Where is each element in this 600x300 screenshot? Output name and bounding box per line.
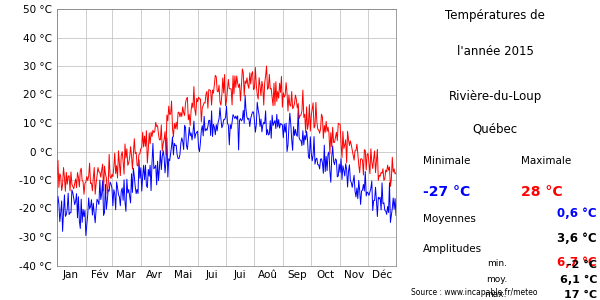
Text: 6,1 °C: 6,1 °C <box>560 275 597 285</box>
Text: Source : www.incapable.fr/meteo: Source : www.incapable.fr/meteo <box>411 288 538 297</box>
Text: l'année 2015: l'année 2015 <box>457 45 533 58</box>
Text: 0,6 °C: 0,6 °C <box>557 207 597 220</box>
Text: 28 °C: 28 °C <box>521 184 562 199</box>
Text: -27 °C: -27 °C <box>423 184 470 199</box>
Text: 6,7 °C: 6,7 °C <box>557 256 597 269</box>
Text: 17 °C: 17 °C <box>564 290 597 300</box>
Text: max.: max. <box>485 290 507 299</box>
Text: Amplitudes: Amplitudes <box>423 244 482 254</box>
Text: Minimale: Minimale <box>423 156 470 166</box>
Text: 3,6 °C: 3,6 °C <box>557 232 597 245</box>
Text: Températures de: Températures de <box>445 9 545 22</box>
Text: -2 °C: -2 °C <box>567 260 597 269</box>
Text: moy.: moy. <box>486 275 507 284</box>
Text: Rivière-du-Loup: Rivière-du-Loup <box>448 90 542 103</box>
Text: Québec: Québec <box>472 123 518 136</box>
Text: min.: min. <box>487 260 507 268</box>
Text: Maximale: Maximale <box>521 156 571 166</box>
Text: Moyennes: Moyennes <box>423 214 476 224</box>
